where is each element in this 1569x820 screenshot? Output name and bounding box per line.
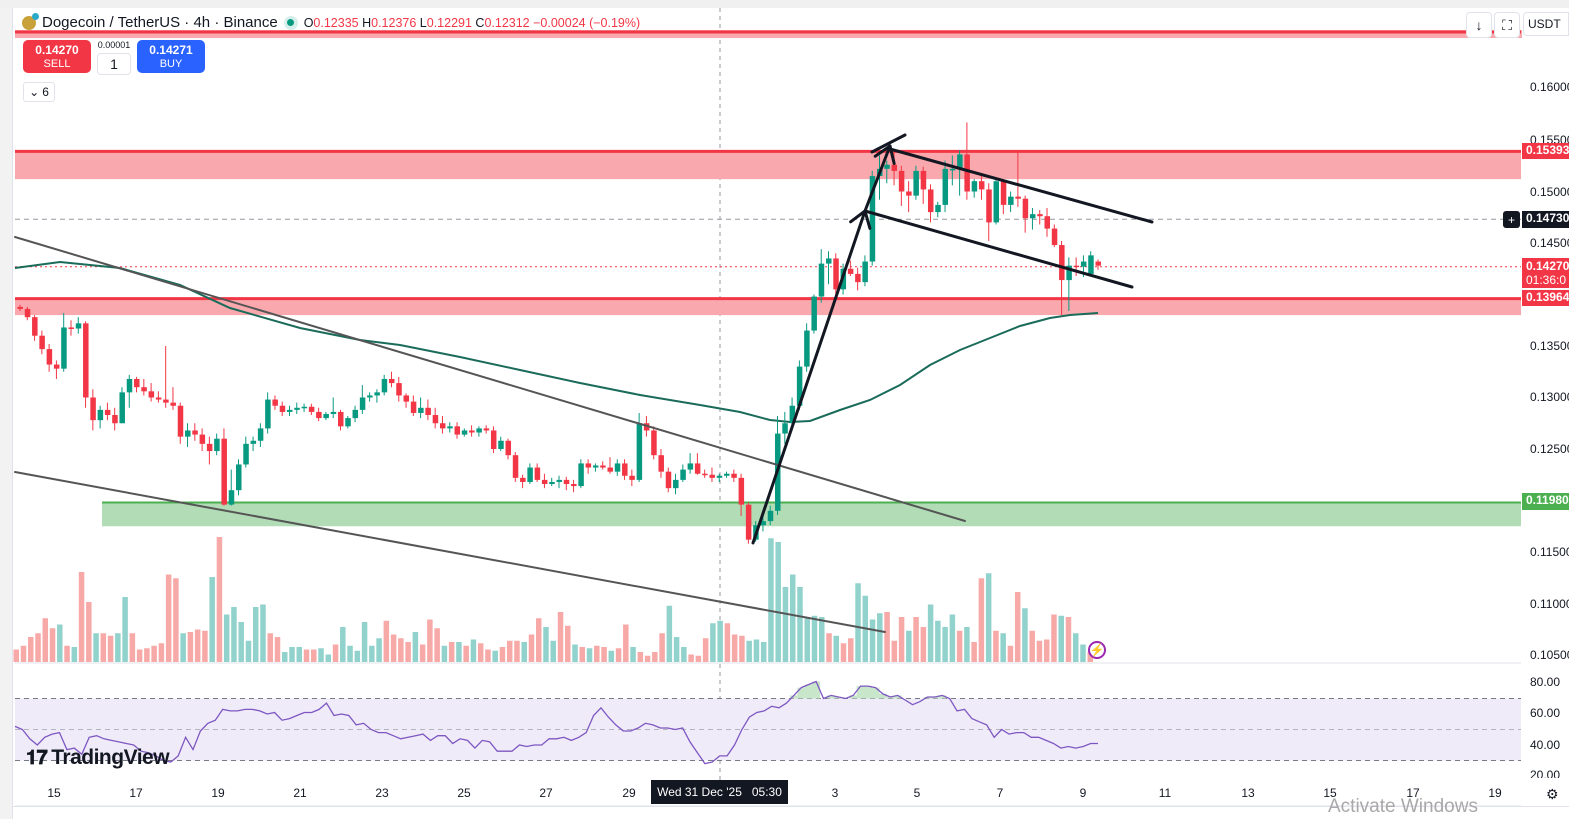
rsi-axis-label: 60.00 <box>1530 706 1561 720</box>
settings-icon[interactable]: ⚙ <box>1546 786 1559 802</box>
time-axis-label: 15 <box>47 786 61 800</box>
crosshair-price-tag: 0.14730 <box>1522 211 1569 228</box>
tradingview-wordmark: TradingView <box>51 746 170 769</box>
scroll-to-latest-button[interactable]: ↓ <box>1466 12 1492 38</box>
lightning-icon[interactable]: ⚡ <box>1088 641 1106 659</box>
time-axis-label: 17 <box>129 786 143 800</box>
time-axis-label: 3 <box>831 786 839 800</box>
time-axis-label: 19 <box>1488 786 1502 800</box>
symbol-title[interactable]: Dogecoin / TetherUS · 4h · Binance <box>42 14 278 31</box>
time-axis-label: 25 <box>457 786 471 800</box>
chevron-down-icon: ⌄ <box>29 85 40 99</box>
rsi-axis-label: 40.00 <box>1530 738 1561 752</box>
left-toolbar-edge <box>0 8 13 819</box>
bottom-bar <box>13 806 1569 820</box>
buy-button[interactable]: 0.14271 BUY <box>137 40 205 73</box>
time-axis-label: 13 <box>1241 786 1255 800</box>
top-bar <box>0 0 1569 8</box>
fullscreen-button[interactable]: ⛶ <box>1494 12 1520 38</box>
buy-label: BUY <box>159 57 183 70</box>
crosshair-time: 05:30 <box>751 785 782 799</box>
sell-button[interactable]: 0.14270 SELL <box>23 40 91 73</box>
market-open-icon <box>283 15 298 30</box>
time-axis-label: 27 <box>539 786 553 800</box>
last-price: 0.14270 <box>1526 259 1569 273</box>
arrow-down-icon: ↓ <box>1475 17 1483 33</box>
time-axis-label: 23 <box>375 786 389 800</box>
plus-icon: + <box>1507 212 1515 227</box>
time-axis-label: 29 <box>622 786 636 800</box>
crosshair-date: Wed 31 Dec '25 <box>657 785 742 799</box>
rsi-axis-label: 80.00 <box>1530 675 1561 689</box>
tradingview-mark-icon: 𝟏𝟕 <box>26 746 48 769</box>
add-alert-button[interactable]: + <box>1503 211 1520 228</box>
indicators-toggle-button[interactable]: ⌄ 6 <box>23 82 55 102</box>
buy-price: 0.14271 <box>149 42 193 57</box>
time-axis-label: 19 <box>211 786 225 800</box>
fullscreen-icon: ⛶ <box>1502 16 1512 33</box>
time-axis-label: 11 <box>1158 786 1172 800</box>
indicator-count: 6 <box>42 85 49 99</box>
dogecoin-icon <box>22 12 39 30</box>
resistance-low-price-tag: 0.13964 <box>1522 290 1569 306</box>
spread-value: 0.00001 <box>97 40 131 50</box>
support-price-tag: 0.11980 <box>1522 493 1569 510</box>
time-axis-label: 17 <box>1406 786 1420 800</box>
quantity-input[interactable]: 1 <box>97 53 131 75</box>
rsi-axis-label: 20.00 <box>1530 768 1561 778</box>
time-axis-label: 5 <box>913 786 921 800</box>
ohlc-values: O0.12335 H0.12376 L0.12291 C0.12312 −0.0… <box>303 15 641 30</box>
bar-countdown: 01:36:0 <box>1526 273 1567 287</box>
currency-selector[interactable]: USDT <box>1523 12 1569 36</box>
tradingview-logo[interactable]: 𝟏𝟕 TradingView <box>26 746 170 770</box>
symbol-legend: Dogecoin / TetherUS · 4h · Binance O0.12… <box>22 12 641 31</box>
time-axis-label: 15 <box>1323 786 1337 800</box>
trade-panel: 0.14270 SELL 0.00001 1 0.14271 BUY <box>23 40 205 75</box>
sell-label: SELL <box>43 57 71 70</box>
time-axis-label: 7 <box>996 786 1004 800</box>
time-axis-label: 21 <box>293 786 307 800</box>
last-price-tag: 0.14270 01:36:0 <box>1522 258 1569 288</box>
resistance-top-price-tag: 0.15393 <box>1522 143 1569 159</box>
quantity-field: 0.00001 1 <box>97 40 131 75</box>
time-axis-label: 9 <box>1079 786 1087 800</box>
price-axis-label: 0.11500 <box>1530 545 1569 559</box>
price-axis-label: 0.11000 <box>1530 597 1569 611</box>
sell-price: 0.14270 <box>35 42 79 57</box>
crosshair-time-tag: Wed 31 Dec '25 05:30 <box>651 780 788 804</box>
activate-windows-watermark: Activate Windows <box>1328 796 1478 817</box>
